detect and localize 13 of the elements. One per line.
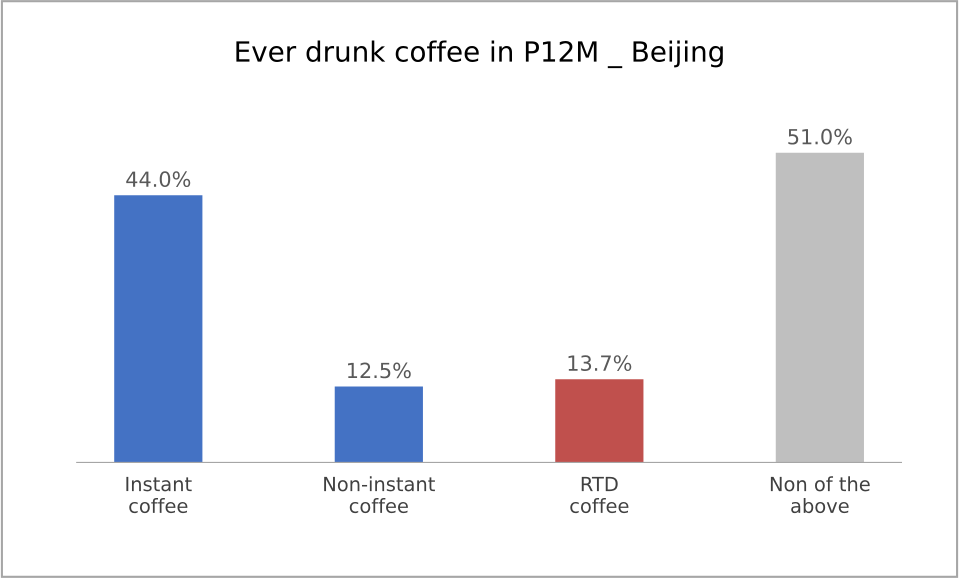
x-tick-label: Instant coffee [126,476,192,514]
bar [776,152,864,462]
bar [555,379,644,462]
chart-title: Ever drunk coffee in P12M _ Beijing [236,40,723,68]
data-label: 13.7% [568,355,632,372]
data-label: 12.5% [348,362,411,378]
bar [114,195,202,462]
x-tick-label: Non of the above [770,476,870,514]
data-label: 44.0% [126,171,190,188]
x-tick-label: RTD coffee [570,476,628,514]
bar [334,386,423,462]
data-label: 51.0% [788,128,852,145]
x-tick-label: Non-instant coffee [324,476,435,514]
